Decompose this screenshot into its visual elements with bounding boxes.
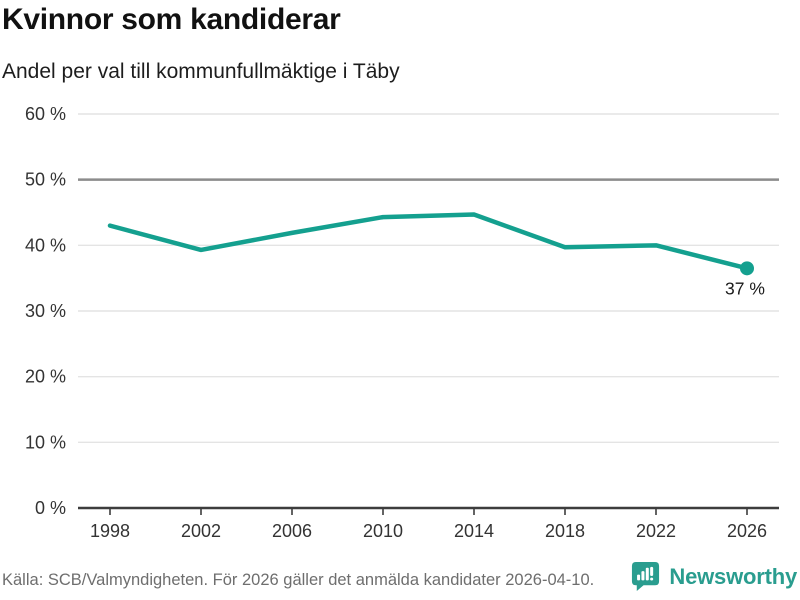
- bar-3: [646, 567, 650, 581]
- x-tick-label: 2018: [545, 521, 585, 541]
- y-tick-label: 50 %: [25, 170, 66, 190]
- source-note: Källa: SCB/Valmyndigheten. För 2026 gäll…: [2, 571, 595, 589]
- series-line: [107, 212, 750, 271]
- y-tick-label: 20 %: [25, 367, 66, 387]
- chart-subtitle: Andel per val till kommunfullmäktige i T…: [2, 60, 400, 83]
- x-tick-label: 1998: [90, 521, 130, 541]
- end-point-dot: [740, 261, 754, 276]
- y-tick-label: 40 %: [25, 235, 66, 255]
- x-tick-label: 2022: [636, 521, 676, 541]
- y-tick-label: 10 %: [25, 432, 66, 452]
- y-tick-label: 60 %: [25, 104, 66, 124]
- chart-title: Kvinnor som kandiderar: [2, 3, 341, 36]
- newsworthy-bubble-chart-icon: [632, 561, 660, 592]
- y-tick-label: 30 %: [25, 301, 66, 321]
- bar-1: [637, 574, 641, 581]
- brand-logo: Newsworthy: [630, 560, 797, 593]
- y-tick-label: 0 %: [35, 498, 66, 518]
- x-tick-label: 2006: [272, 521, 312, 541]
- x-tick-label: 2002: [181, 521, 221, 541]
- speech-bubble-shape: [632, 561, 660, 592]
- bar-2: [641, 571, 645, 581]
- x-tick-label: 2026: [727, 521, 767, 541]
- x-tick-label: 2014: [454, 521, 494, 541]
- x-tick-label: 2010: [363, 521, 403, 541]
- exclamation-bar: [650, 566, 654, 577]
- end-point-label: 37 %: [725, 278, 765, 298]
- exclamation-dot: [650, 577, 654, 581]
- brand-name: Newsworthy: [669, 563, 797, 589]
